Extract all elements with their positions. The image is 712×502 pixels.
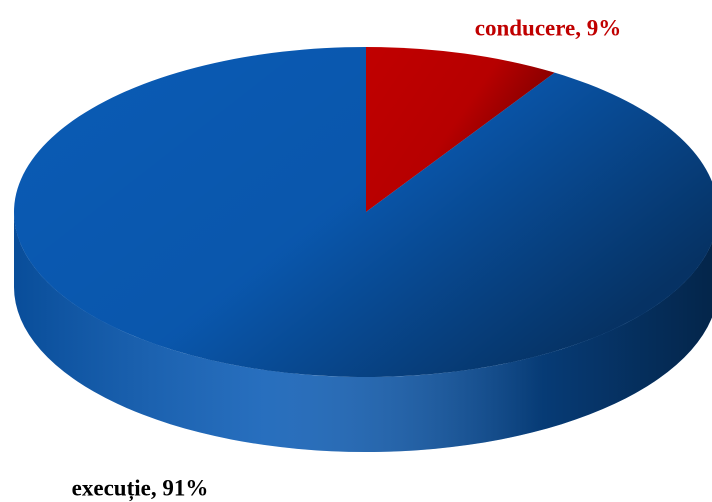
data-label: conducere, 9% (475, 15, 622, 40)
data-label: execuție, 91% (72, 475, 209, 501)
slice-shade (366, 47, 555, 212)
slice-side-shade (14, 212, 712, 452)
slice-shade (14, 47, 712, 377)
